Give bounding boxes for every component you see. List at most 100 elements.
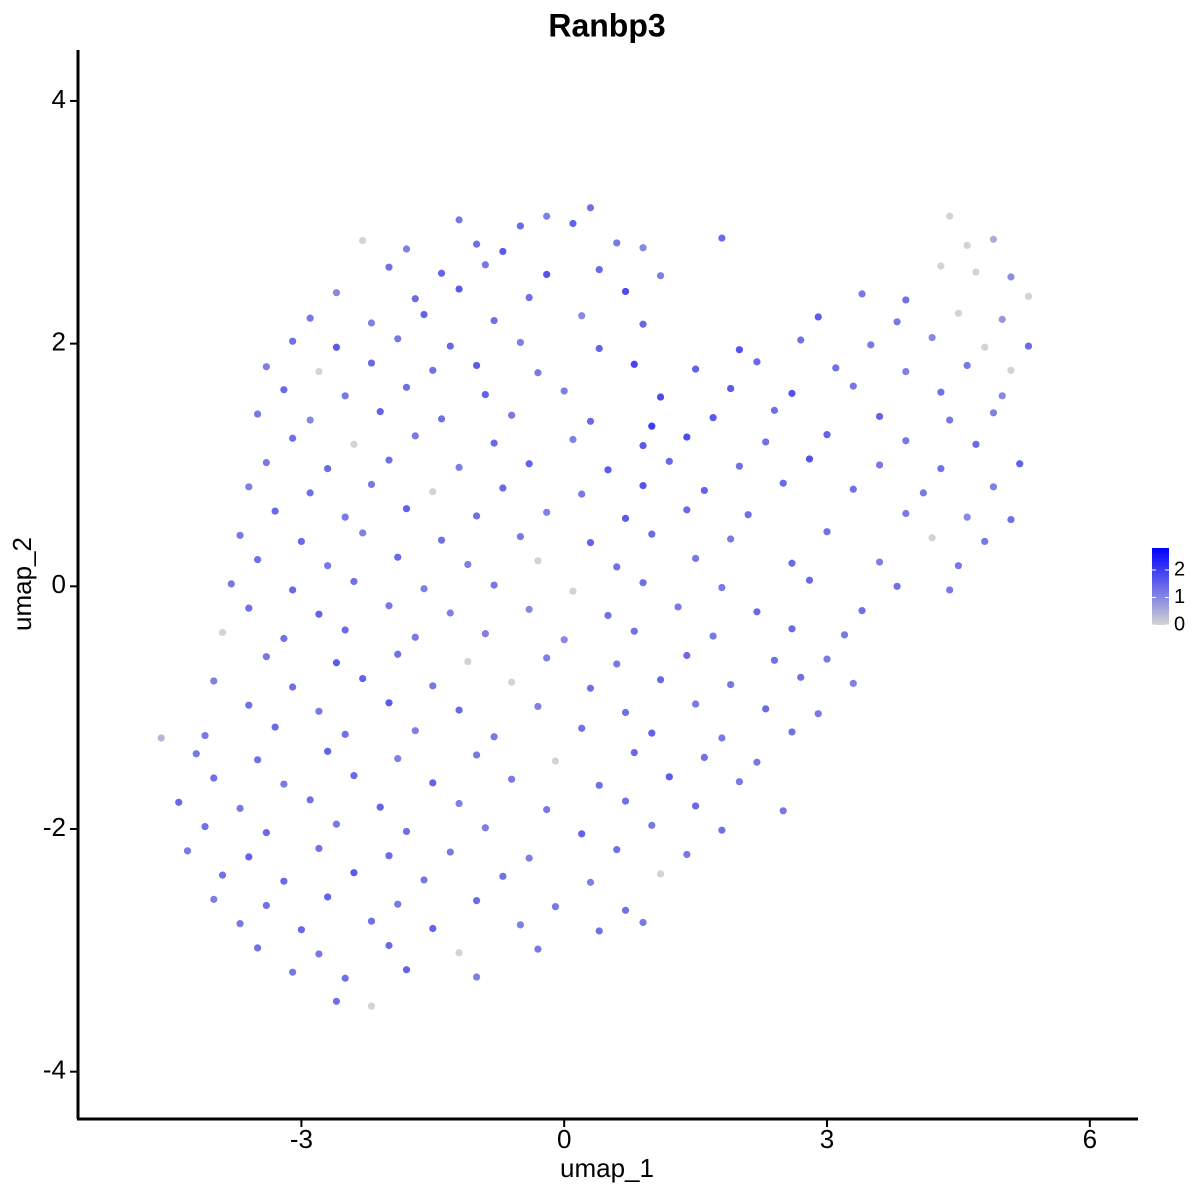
y-tick-label: 0 [52, 569, 66, 599]
point [578, 312, 586, 320]
point [727, 535, 735, 543]
point [297, 537, 305, 546]
point [989, 235, 998, 243]
point [385, 852, 393, 860]
point [700, 486, 708, 495]
point [516, 338, 524, 347]
point [446, 342, 454, 350]
point [499, 484, 507, 492]
point [429, 924, 437, 933]
point [210, 895, 218, 903]
point [849, 485, 857, 493]
point [823, 528, 831, 536]
point [569, 435, 577, 444]
point [446, 848, 454, 856]
point [543, 270, 551, 279]
point [946, 212, 954, 220]
point [656, 272, 665, 280]
point [560, 387, 568, 395]
point [578, 724, 586, 732]
point [543, 212, 551, 220]
colorbar-tick-label: 2 [1174, 558, 1185, 580]
point [324, 562, 332, 570]
x-tick-label: 3 [820, 1124, 834, 1154]
point [586, 684, 595, 692]
point [183, 847, 192, 855]
point [341, 513, 349, 521]
point [280, 634, 288, 643]
point [472, 361, 481, 370]
point [455, 463, 463, 472]
point [402, 827, 411, 836]
point [271, 507, 279, 515]
point [595, 781, 603, 789]
point [797, 336, 805, 344]
point [464, 657, 472, 666]
point [332, 289, 341, 297]
point [613, 846, 621, 854]
point [306, 489, 314, 497]
point [157, 734, 165, 742]
point [385, 263, 393, 271]
point [981, 537, 989, 546]
point [227, 580, 235, 588]
point [595, 344, 603, 353]
point [630, 627, 638, 635]
point [192, 750, 200, 758]
point [893, 318, 901, 326]
point [411, 432, 419, 440]
point [455, 799, 463, 808]
point [762, 438, 770, 446]
point [385, 699, 393, 707]
point [648, 729, 656, 737]
colorbar-tick-label: 0 [1174, 613, 1185, 635]
point [262, 901, 270, 910]
point [543, 805, 551, 814]
point [411, 295, 419, 303]
point [332, 659, 341, 667]
point [455, 706, 463, 714]
point [937, 262, 945, 270]
point [709, 414, 717, 422]
point [289, 586, 297, 594]
point [289, 968, 297, 976]
point [253, 756, 262, 764]
point [402, 245, 411, 253]
point [402, 383, 411, 391]
point [525, 854, 533, 862]
point [367, 359, 376, 367]
point [735, 346, 744, 354]
point [508, 678, 516, 686]
point [464, 560, 472, 569]
point [341, 626, 349, 634]
point [683, 433, 691, 441]
point [341, 730, 349, 738]
point [989, 409, 998, 417]
point [420, 876, 428, 884]
point [306, 416, 314, 424]
point [604, 611, 612, 620]
point [437, 269, 446, 277]
point [1024, 342, 1033, 350]
point [770, 406, 779, 414]
point [762, 705, 770, 713]
point [621, 906, 630, 914]
point [788, 625, 796, 633]
point [481, 261, 489, 269]
point [902, 437, 910, 445]
x-tick-label: 0 [557, 1124, 571, 1154]
point [218, 871, 227, 879]
point [245, 604, 253, 612]
point [437, 536, 446, 544]
point [613, 239, 621, 247]
point [201, 822, 209, 831]
point [613, 660, 621, 668]
point [490, 733, 498, 741]
point [472, 512, 481, 520]
point [569, 587, 577, 595]
point [656, 676, 665, 684]
point [867, 341, 875, 349]
point [692, 554, 700, 563]
point [578, 490, 586, 498]
chart-title: Ranbp3 [548, 7, 665, 43]
